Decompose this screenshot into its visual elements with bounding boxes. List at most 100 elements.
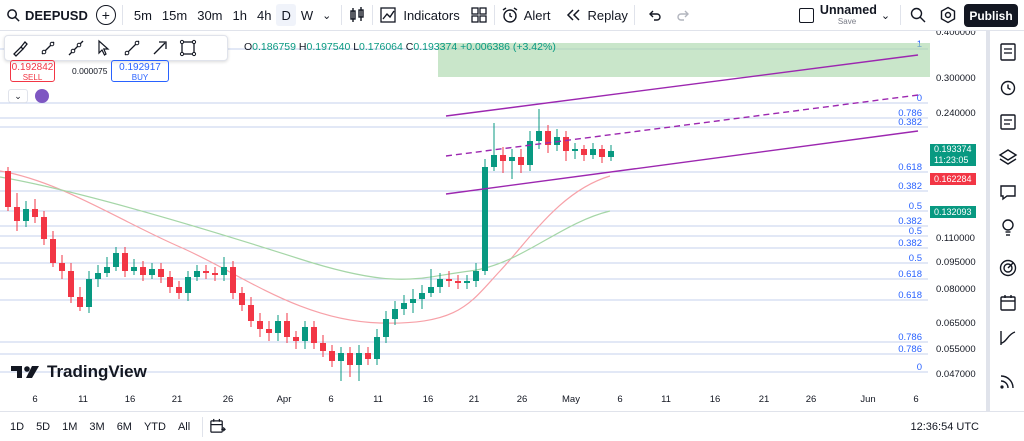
candle-body[interactable] xyxy=(212,273,218,275)
candle-body[interactable] xyxy=(590,149,596,155)
candle-body[interactable] xyxy=(50,239,56,263)
buy-button[interactable]: 0.192917 BUY xyxy=(111,60,169,82)
candle-body[interactable] xyxy=(473,271,479,281)
indicators-button[interactable]: Indicators xyxy=(379,0,460,31)
candle-body[interactable] xyxy=(563,137,569,151)
candle-body[interactable] xyxy=(239,293,245,305)
goto-date-button[interactable] xyxy=(209,418,227,435)
refresh-icon[interactable] xyxy=(35,89,49,103)
candle-body[interactable] xyxy=(41,217,47,239)
candle-body[interactable] xyxy=(194,271,200,277)
candle-body[interactable] xyxy=(428,287,434,293)
candle-body[interactable] xyxy=(401,303,407,309)
layout-name-button[interactable]: Unnamed Save xyxy=(820,0,877,31)
replay-button[interactable]: Replay xyxy=(564,0,628,31)
candle-body[interactable] xyxy=(518,157,524,165)
candle-body[interactable] xyxy=(527,141,533,165)
candle-body[interactable] xyxy=(140,267,146,275)
candle-body[interactable] xyxy=(221,267,227,275)
ma-slow-line[interactable] xyxy=(0,176,611,280)
candle-body[interactable] xyxy=(464,281,470,283)
collapse-legend-chevron-icon[interactable]: ⌄ xyxy=(8,89,28,103)
tradingview-logo[interactable]: TradingView xyxy=(11,362,147,382)
candle-body[interactable] xyxy=(122,253,128,271)
ideas-button[interactable] xyxy=(996,215,1020,239)
candle-body[interactable] xyxy=(356,353,362,365)
undo-button[interactable] xyxy=(645,0,663,31)
channel-mid-line[interactable] xyxy=(445,94,919,157)
interval-d[interactable]: D xyxy=(276,4,296,26)
range-1m[interactable]: 1M xyxy=(62,420,78,433)
style-brush-icon[interactable] xyxy=(9,38,31,58)
chart-pane[interactable]: 100.7860.3820.6180.3820.50.3820.50.3820.… xyxy=(0,31,986,411)
pine-editor-button[interactable] xyxy=(996,326,1020,350)
layout-dropdown-chevron-icon[interactable]: ⌄ xyxy=(880,9,891,22)
candle-body[interactable] xyxy=(5,171,11,207)
candle-body[interactable] xyxy=(32,209,38,217)
stream-button[interactable] xyxy=(996,369,1020,393)
candle-body[interactable] xyxy=(203,271,209,273)
candle-body[interactable] xyxy=(266,329,272,333)
channel-lower-line[interactable] xyxy=(445,130,919,195)
candle-body[interactable] xyxy=(536,131,542,141)
candle-body[interactable] xyxy=(23,209,29,221)
candle-body[interactable] xyxy=(248,305,254,321)
candle-body[interactable] xyxy=(338,353,344,361)
compare-symbol-button[interactable]: + xyxy=(95,5,116,25)
candle-body[interactable] xyxy=(104,267,110,273)
templates-button[interactable] xyxy=(470,0,488,31)
candle-body[interactable] xyxy=(131,267,137,271)
candle-body[interactable] xyxy=(293,337,299,341)
candle-body[interactable] xyxy=(572,149,578,151)
data-window-button[interactable] xyxy=(996,110,1020,134)
candle-body[interactable] xyxy=(608,151,614,157)
symbol-search[interactable]: DEEPUSD xyxy=(0,0,88,31)
candle-body[interactable] xyxy=(455,281,461,283)
layers-button[interactable] xyxy=(996,145,1020,169)
candle-body[interactable] xyxy=(320,343,326,351)
range-3m[interactable]: 3M xyxy=(89,420,105,433)
interval-30m[interactable]: 30m xyxy=(197,7,223,23)
alerts-button[interactable] xyxy=(996,75,1020,99)
candle-body[interactable] xyxy=(392,309,398,319)
candle-body[interactable] xyxy=(491,155,497,167)
settings-button[interactable] xyxy=(939,0,957,31)
candle-body[interactable] xyxy=(482,167,488,271)
candle-body[interactable] xyxy=(383,319,389,337)
publish-button[interactable]: Publish xyxy=(964,4,1018,27)
range-all[interactable]: All xyxy=(177,420,191,433)
utc-clock[interactable]: 12:36:54 UTC xyxy=(910,420,979,433)
candle-body[interactable] xyxy=(257,321,263,329)
candle-body[interactable] xyxy=(95,273,101,279)
interval-15m[interactable]: 15m xyxy=(161,7,188,23)
candle-body[interactable] xyxy=(176,287,182,293)
alert-button[interactable]: Alert xyxy=(501,0,550,31)
candle-body[interactable] xyxy=(275,321,281,333)
chat-button[interactable] xyxy=(996,180,1020,204)
candle-body[interactable] xyxy=(68,271,74,297)
interval-1h[interactable]: 1h xyxy=(232,7,247,23)
candle-body[interactable] xyxy=(365,353,371,359)
quick-search-button[interactable] xyxy=(909,0,927,31)
candle-body[interactable] xyxy=(599,149,605,157)
chart-type-button[interactable] xyxy=(348,0,366,31)
sell-button[interactable]: 0.192842 SELL xyxy=(10,60,55,82)
candle-body[interactable] xyxy=(77,297,83,307)
candle-body[interactable] xyxy=(500,155,506,161)
candle-body[interactable] xyxy=(374,337,380,359)
extended-line-tool-icon[interactable] xyxy=(121,38,143,58)
range-6m[interactable]: 6M xyxy=(116,420,132,433)
layout-checkbox[interactable] xyxy=(798,0,814,31)
candle-body[interactable] xyxy=(311,327,317,343)
calendar-button[interactable] xyxy=(996,291,1020,315)
fib-target-zone[interactable] xyxy=(438,43,930,77)
candle-body[interactable] xyxy=(149,269,155,275)
candle-body[interactable] xyxy=(158,269,164,277)
interval-5m[interactable]: 5m xyxy=(133,7,152,23)
candle-body[interactable] xyxy=(509,157,515,161)
candle-body[interactable] xyxy=(581,149,587,155)
watchlist-button[interactable] xyxy=(996,40,1020,64)
candle-body[interactable] xyxy=(545,131,551,145)
candle-body[interactable] xyxy=(14,207,20,221)
intervals-dropdown-chevron-icon[interactable]: ⌄ xyxy=(322,9,332,22)
